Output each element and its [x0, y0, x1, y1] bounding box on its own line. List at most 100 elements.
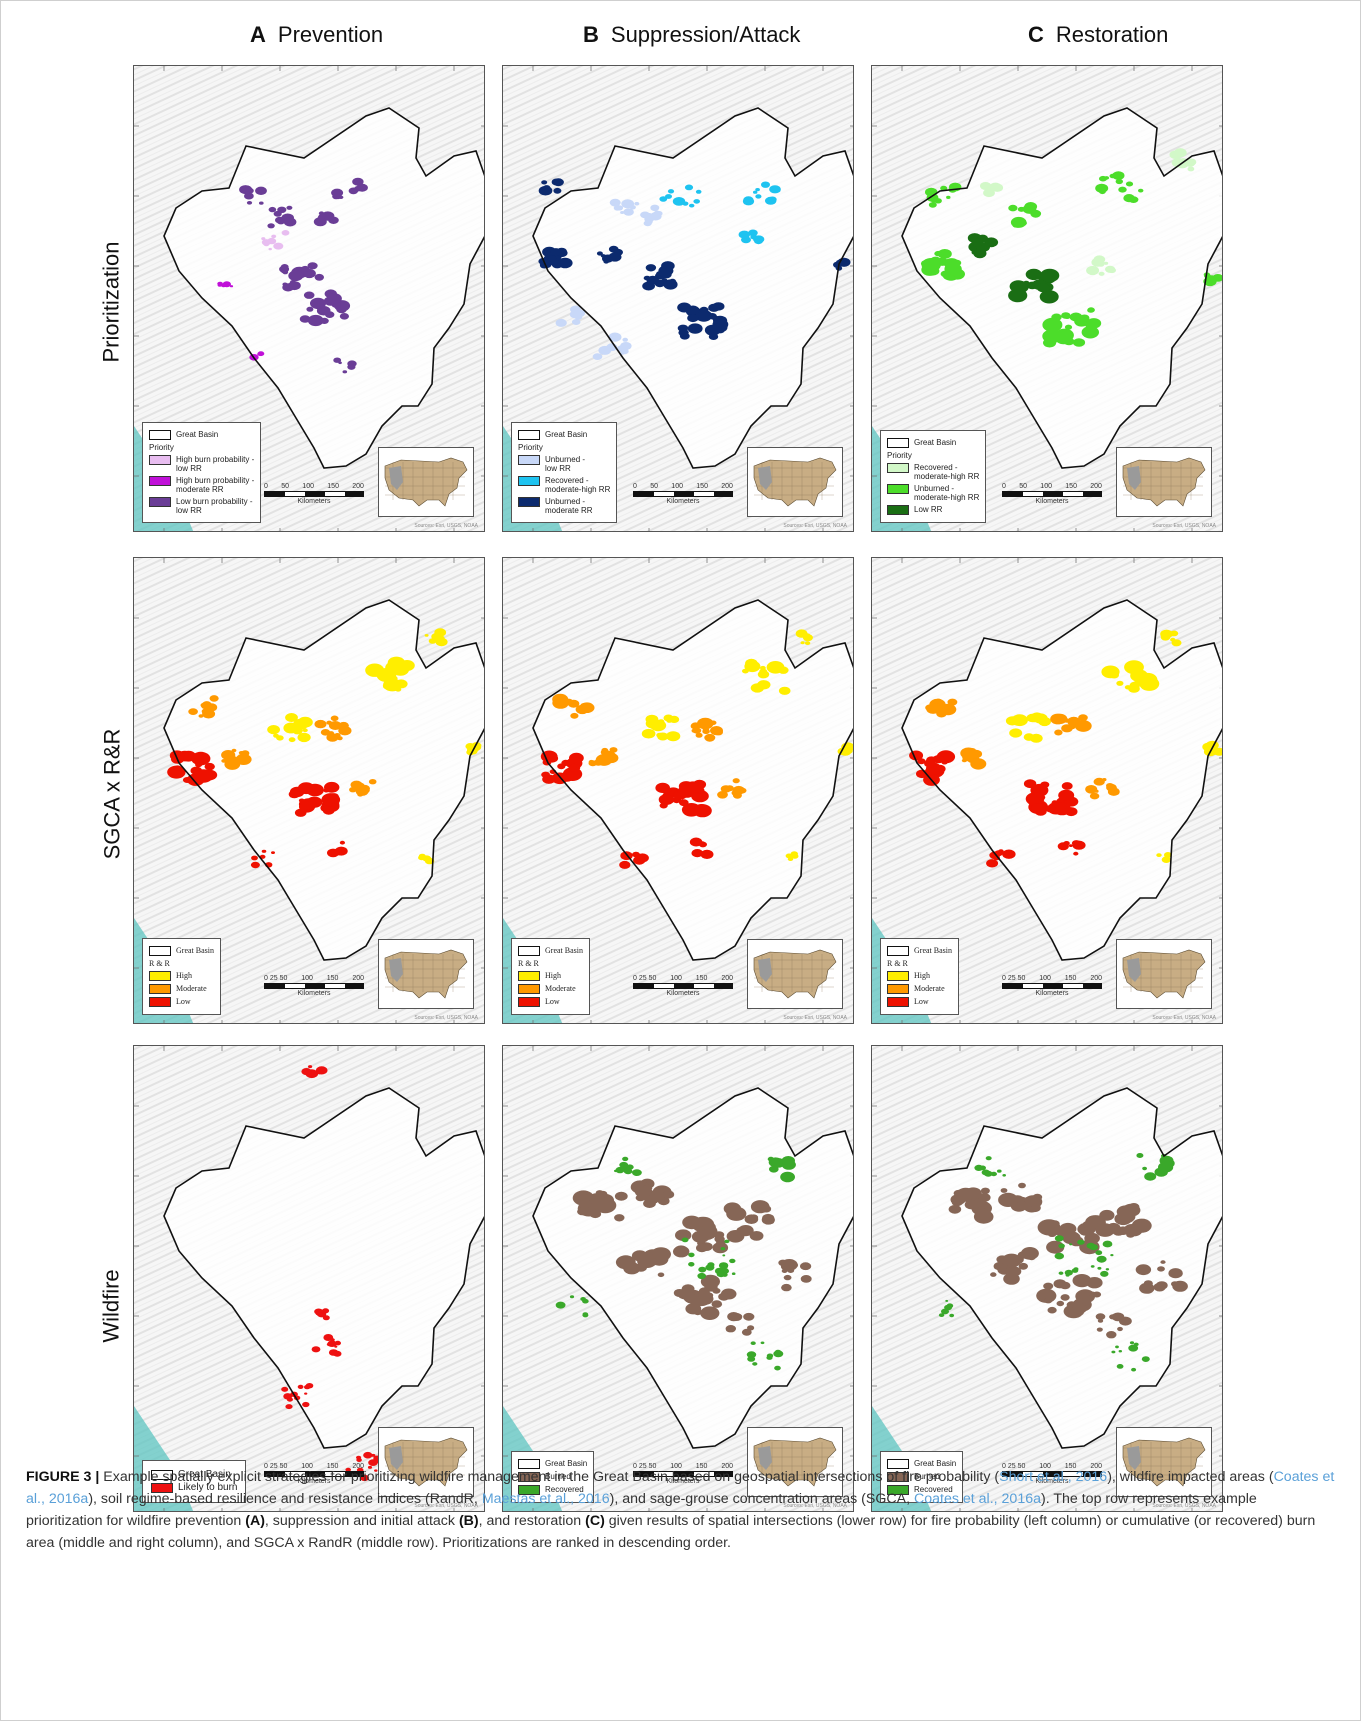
map-patch	[947, 698, 958, 706]
legend-swatch	[887, 984, 909, 994]
citation-link[interactable]: Short et al., 2016	[999, 1469, 1108, 1485]
map-patch	[622, 1156, 629, 1162]
us-inset-map	[1116, 1427, 1212, 1497]
scale-tick-label: 50	[281, 483, 289, 490]
map-patch	[1099, 1209, 1115, 1221]
map-patch	[435, 635, 445, 642]
map-patch	[948, 1204, 962, 1214]
column-title-a: A Prevention	[250, 22, 384, 47]
scale-tick-label: 100	[1039, 1463, 1051, 1470]
map-patch	[928, 191, 934, 195]
map-patch	[964, 1200, 979, 1210]
legend-label: Great Basin	[545, 946, 583, 955]
map-patch	[749, 1231, 764, 1241]
map-patch	[1103, 261, 1109, 265]
legend-header: Priority	[149, 443, 174, 452]
map-patch	[753, 190, 758, 194]
map-patch	[695, 189, 702, 194]
map-patch	[693, 1233, 703, 1241]
scale-tick-label: 200	[352, 1463, 364, 1470]
map-patch	[655, 1257, 662, 1262]
citation-link[interactable]: Maestas et al., 2016	[481, 1491, 610, 1507]
map-patch	[672, 197, 686, 206]
map-patch	[1023, 733, 1035, 741]
scale-tick-label: 100	[1040, 483, 1052, 490]
map-patch	[261, 239, 271, 246]
great-basin-boundary	[532, 107, 853, 469]
map-patch	[743, 1312, 755, 1321]
map-patch	[1173, 148, 1187, 158]
map-patch	[761, 1205, 772, 1213]
map-patch	[1054, 1252, 1064, 1260]
legend-label: Unburned - low RR	[545, 455, 586, 473]
legend-label: Recovered	[545, 1485, 584, 1494]
scale-bar-graphic	[264, 983, 364, 989]
map-patch	[1044, 271, 1054, 278]
map-patch	[1073, 851, 1079, 856]
map-patch	[1089, 792, 1100, 800]
map-patch	[981, 183, 989, 189]
map-source-credit: Sources: Esri, USGS, NOAA	[783, 1015, 847, 1021]
map-patch	[800, 1262, 812, 1271]
map-patch	[304, 1392, 308, 1395]
scale-bar-graphic	[264, 491, 364, 497]
map-patch	[930, 198, 937, 203]
map-panel-prioritization-c: Great Basin Priority Recovered - moderate-…	[871, 65, 1223, 532]
map-patch	[1038, 716, 1051, 727]
legend-label: Recovered	[914, 1485, 953, 1494]
map-patch	[251, 855, 258, 861]
map-patch	[718, 1262, 729, 1269]
map-patch	[347, 364, 356, 370]
map-patch	[1135, 1264, 1152, 1276]
legend-label: Great Basin	[545, 430, 588, 439]
map-patch	[1025, 792, 1045, 806]
map-patch	[311, 1346, 321, 1353]
scale-tick-label: 50	[650, 483, 658, 490]
map-patch	[940, 185, 948, 191]
map-patch	[729, 1258, 736, 1264]
map-patch	[304, 1384, 311, 1390]
legend-label: Moderate	[914, 984, 945, 993]
map-patch	[939, 260, 946, 266]
map-patch	[302, 728, 308, 733]
map-patch	[663, 279, 678, 290]
map-patch	[768, 1157, 783, 1168]
legend-header: R & R	[887, 959, 908, 968]
scale-tick-label: 100	[301, 1463, 313, 1470]
map-patch	[1125, 181, 1134, 187]
map-patch	[261, 849, 267, 853]
scale-unit: Kilometers	[297, 990, 331, 997]
map-patch	[615, 1255, 636, 1270]
us-outline	[753, 457, 837, 507]
map-patch	[1063, 725, 1073, 732]
map-patch	[418, 855, 426, 861]
map-patch	[1164, 852, 1172, 858]
map-patch	[283, 722, 299, 734]
map-patch	[721, 1268, 729, 1274]
scale-bar-graphic	[1002, 1471, 1102, 1477]
map-patch	[746, 1351, 757, 1358]
citation-link[interactable]: Coates et al., 2016a	[914, 1491, 1041, 1507]
map-patch	[1030, 717, 1039, 723]
map-patch	[998, 1192, 1019, 1207]
map-patch	[802, 634, 813, 642]
map-patch	[286, 1397, 293, 1402]
map-patch	[301, 1068, 312, 1076]
map-patch	[1103, 176, 1110, 180]
map-patch	[331, 803, 339, 808]
map-patch	[765, 196, 777, 205]
legend-label: Great Basin	[178, 1469, 231, 1480]
map-patch	[245, 191, 250, 195]
map-patch	[1040, 1288, 1055, 1299]
map-patch	[774, 1365, 781, 1371]
citation-link[interactable]: Coates et al., 2016a	[26, 1469, 1335, 1507]
map-patch	[1060, 1294, 1070, 1301]
map-patch	[314, 719, 327, 729]
map-patch	[720, 1247, 726, 1251]
map-patch	[1110, 1254, 1114, 1257]
map-patch	[356, 183, 368, 192]
map-patch	[1095, 1223, 1115, 1237]
map-patch	[924, 269, 932, 275]
scale-tick-label: 100	[302, 483, 314, 490]
legend-swatch	[149, 476, 171, 486]
